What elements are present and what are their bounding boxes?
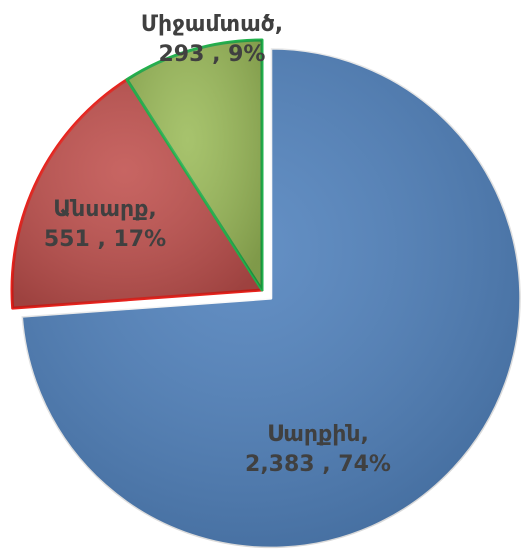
slice-value-label: 2,383 , 74% [245,452,391,477]
slice-category-label: Անսարք, [53,197,157,222]
percentage-label: 17% [113,227,166,252]
slice-value-label: 551 , 17% [44,227,166,252]
value-label: 2,383 [245,452,315,477]
percentage-label: 74% [338,452,391,477]
slice-category-label: Միջամտած, [141,12,283,37]
separator: , [90,227,114,252]
slice-category-label: Սարքին, [267,422,369,447]
value-label: 293 [159,42,205,67]
slice-value-label: 293 , 9% [159,42,266,67]
value-label: 551 [44,227,90,252]
percentage-label: 9% [228,42,265,67]
separator: , [315,452,339,477]
separator: , [204,42,228,67]
